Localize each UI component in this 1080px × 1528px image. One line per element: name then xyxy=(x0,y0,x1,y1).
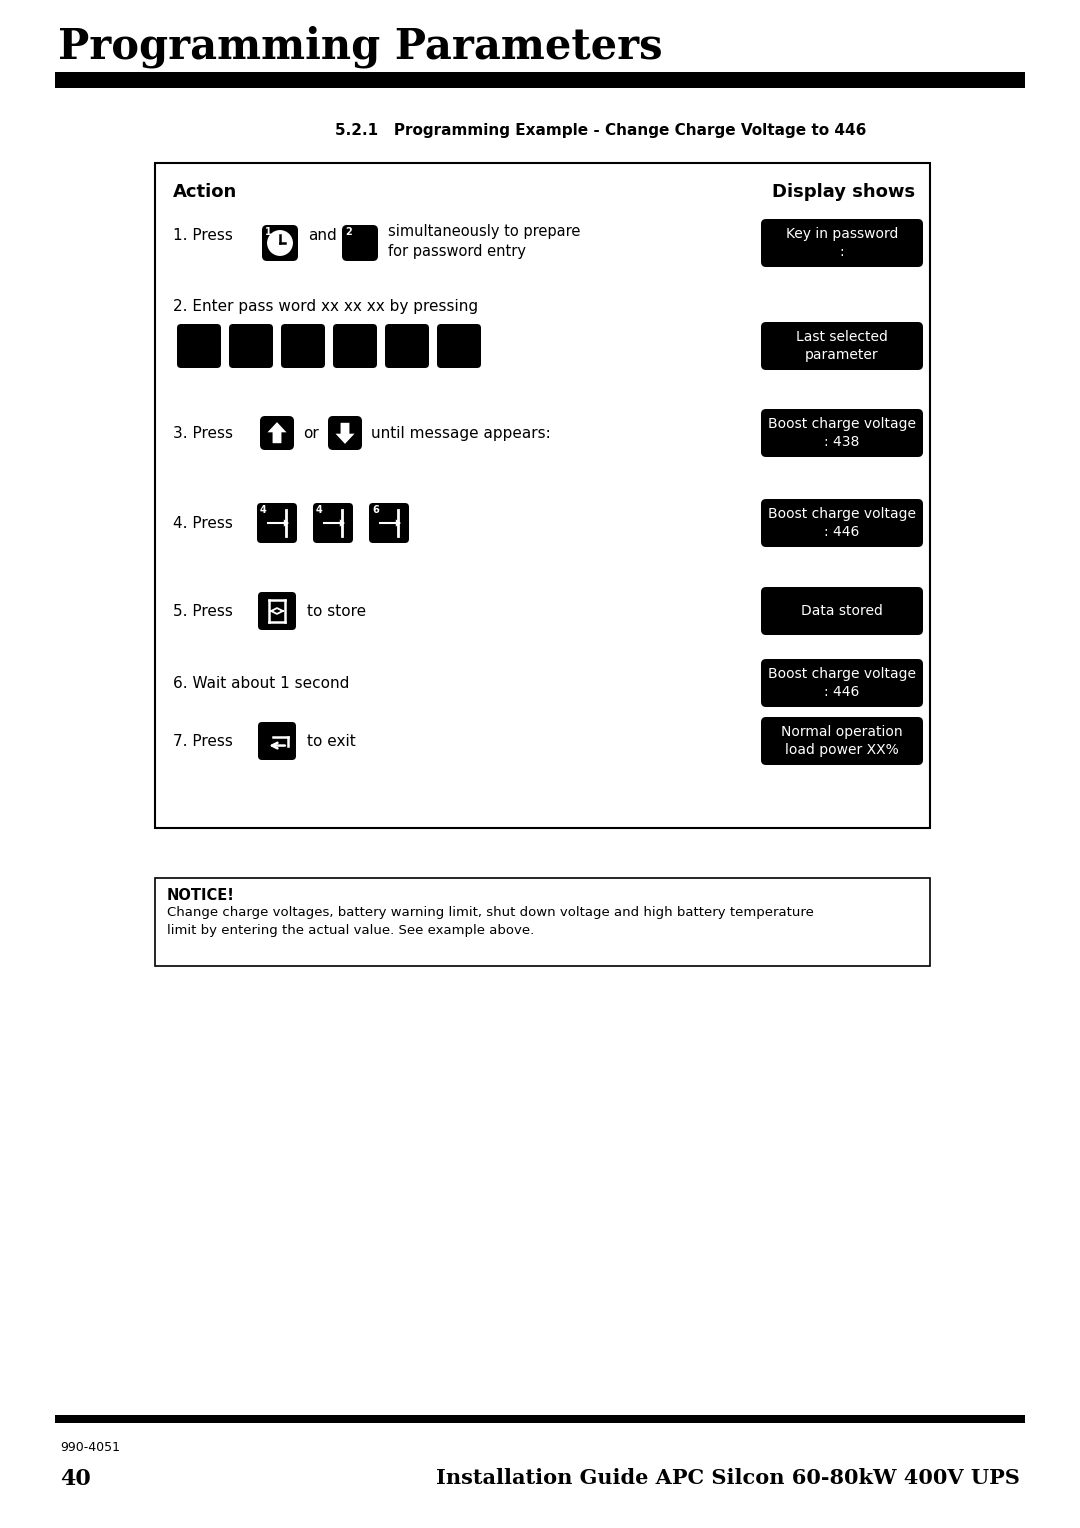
FancyBboxPatch shape xyxy=(761,717,923,766)
Polygon shape xyxy=(336,423,354,443)
Text: Data stored: Data stored xyxy=(801,604,883,617)
Text: to store: to store xyxy=(307,604,366,619)
FancyBboxPatch shape xyxy=(281,324,325,368)
Text: 5.2.1   Programming Example - Change Charge Voltage to 446: 5.2.1 Programming Example - Change Charg… xyxy=(335,122,866,138)
Polygon shape xyxy=(268,422,286,443)
Text: to exit: to exit xyxy=(307,733,355,749)
Circle shape xyxy=(268,231,293,255)
Text: 4: 4 xyxy=(260,504,267,515)
FancyBboxPatch shape xyxy=(262,225,298,261)
Text: Key in password
:: Key in password : xyxy=(786,226,899,260)
Text: Installation Guide APC Silcon 60-80kW 400V UPS: Installation Guide APC Silcon 60-80kW 40… xyxy=(436,1468,1020,1488)
FancyBboxPatch shape xyxy=(328,416,362,451)
Polygon shape xyxy=(340,520,345,527)
Text: simultaneously to prepare: simultaneously to prepare xyxy=(388,223,580,238)
Text: and: and xyxy=(308,228,337,243)
Bar xyxy=(55,72,1025,89)
FancyBboxPatch shape xyxy=(761,500,923,547)
Bar xyxy=(156,879,930,966)
FancyBboxPatch shape xyxy=(384,324,429,368)
Text: 40: 40 xyxy=(60,1468,91,1490)
Text: Boost charge voltage
: 438: Boost charge voltage : 438 xyxy=(768,417,916,449)
FancyBboxPatch shape xyxy=(369,503,409,542)
FancyBboxPatch shape xyxy=(761,410,923,457)
Text: Normal operation
load power XX%: Normal operation load power XX% xyxy=(781,724,903,758)
Text: 1. Press: 1. Press xyxy=(173,228,233,243)
Text: Boost charge voltage
: 446: Boost charge voltage : 446 xyxy=(768,666,916,700)
FancyBboxPatch shape xyxy=(229,324,273,368)
Bar xyxy=(156,163,930,828)
Text: 2: 2 xyxy=(345,228,352,237)
Text: Programming Parameters: Programming Parameters xyxy=(58,26,663,69)
Text: 2. Enter pass word xx xx xx by pressing: 2. Enter pass word xx xx xx by pressing xyxy=(173,298,478,313)
Bar xyxy=(55,1415,1025,1423)
FancyBboxPatch shape xyxy=(258,591,296,630)
Polygon shape xyxy=(284,520,289,527)
Text: 4. Press: 4. Press xyxy=(173,515,233,530)
Text: 5. Press: 5. Press xyxy=(173,604,233,619)
Text: 1: 1 xyxy=(265,228,272,237)
Text: Display shows: Display shows xyxy=(772,183,915,202)
Text: 990-4051: 990-4051 xyxy=(60,1441,120,1455)
Text: Last selected
parameter: Last selected parameter xyxy=(796,330,888,362)
FancyBboxPatch shape xyxy=(761,587,923,636)
FancyBboxPatch shape xyxy=(257,503,297,542)
FancyBboxPatch shape xyxy=(333,324,377,368)
FancyBboxPatch shape xyxy=(761,322,923,370)
Text: for password entry: for password entry xyxy=(388,243,526,258)
Text: NOTICE!: NOTICE! xyxy=(167,888,234,903)
FancyBboxPatch shape xyxy=(761,659,923,707)
Text: 6: 6 xyxy=(372,504,379,515)
FancyBboxPatch shape xyxy=(258,723,296,759)
Text: Boost charge voltage
: 446: Boost charge voltage : 446 xyxy=(768,507,916,539)
FancyBboxPatch shape xyxy=(313,503,353,542)
Text: or: or xyxy=(303,425,319,440)
Text: 3. Press: 3. Press xyxy=(173,425,233,440)
Text: until message appears:: until message appears: xyxy=(372,425,551,440)
Text: 6. Wait about 1 second: 6. Wait about 1 second xyxy=(173,675,349,691)
FancyBboxPatch shape xyxy=(342,225,378,261)
Text: 4: 4 xyxy=(316,504,323,515)
FancyBboxPatch shape xyxy=(260,416,294,451)
Text: 7. Press: 7. Press xyxy=(173,733,233,749)
FancyBboxPatch shape xyxy=(437,324,481,368)
Text: Action: Action xyxy=(173,183,238,202)
FancyBboxPatch shape xyxy=(761,219,923,267)
Text: Change charge voltages, battery warning limit, shut down voltage and high batter: Change charge voltages, battery warning … xyxy=(167,906,814,937)
Polygon shape xyxy=(395,520,401,527)
FancyBboxPatch shape xyxy=(177,324,221,368)
